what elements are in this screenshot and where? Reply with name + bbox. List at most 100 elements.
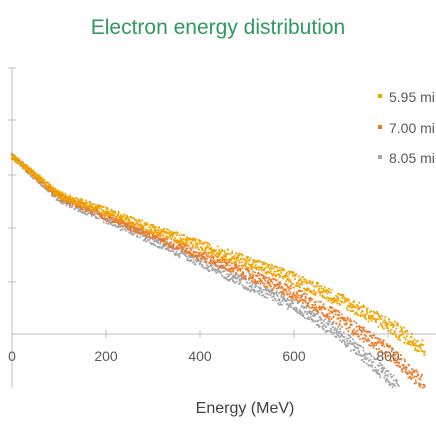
data-point <box>119 222 122 225</box>
data-point <box>78 200 80 203</box>
data-point <box>330 299 332 302</box>
data-point <box>205 241 208 244</box>
data-point <box>101 205 104 208</box>
data-point <box>54 195 56 198</box>
data-point <box>380 342 382 344</box>
data-point <box>189 247 192 250</box>
data-point <box>421 344 424 346</box>
data-point <box>383 367 386 369</box>
data-point <box>264 289 267 291</box>
data-point <box>397 338 400 340</box>
data-point <box>228 273 231 276</box>
data-point <box>270 292 273 294</box>
data-point <box>358 327 361 329</box>
data-point <box>246 281 249 284</box>
data-point <box>245 288 248 291</box>
data-point <box>358 351 361 353</box>
data-point <box>14 155 17 158</box>
data-point <box>124 222 127 225</box>
data-point <box>216 258 219 261</box>
data-point <box>372 346 375 349</box>
data-point <box>91 203 94 206</box>
data-point <box>338 323 341 325</box>
data-point <box>26 171 29 174</box>
data-point <box>194 241 197 244</box>
data-point <box>169 241 172 244</box>
data-point <box>64 202 67 205</box>
data-point <box>40 176 43 179</box>
data-point <box>114 212 117 215</box>
data-point <box>74 202 77 205</box>
data-point <box>18 159 21 162</box>
data-point <box>211 262 214 264</box>
data-point <box>37 181 40 183</box>
data-point <box>300 290 303 292</box>
data-point <box>203 241 206 244</box>
data-point <box>271 267 274 270</box>
data-point <box>337 317 340 320</box>
data-point <box>220 271 222 274</box>
data-point <box>299 309 301 311</box>
data-point <box>224 261 227 264</box>
data-point <box>166 247 169 249</box>
data-point <box>399 357 402 360</box>
data-point <box>383 319 386 321</box>
data-point <box>295 306 297 309</box>
data-point <box>50 191 53 194</box>
data-point <box>343 301 346 304</box>
data-point <box>172 231 174 234</box>
data-point <box>129 231 132 234</box>
data-point <box>240 273 243 275</box>
data-point <box>320 308 323 311</box>
data-point <box>69 195 72 198</box>
data-point <box>176 253 179 256</box>
data-point <box>197 248 200 251</box>
data-point <box>314 313 317 316</box>
data-point <box>20 163 23 166</box>
data-point <box>187 251 189 254</box>
data-point <box>122 224 125 227</box>
data-point <box>319 316 322 318</box>
data-point <box>346 309 349 311</box>
data-point <box>323 286 326 288</box>
data-point <box>106 208 109 210</box>
data-point <box>234 265 237 268</box>
data-point <box>330 310 333 313</box>
data-point <box>304 288 306 291</box>
data-point <box>233 254 236 257</box>
data-point <box>60 195 62 198</box>
data-point <box>357 346 360 349</box>
data-point <box>359 329 362 332</box>
data-point <box>306 287 309 290</box>
data-point <box>358 328 361 331</box>
data-point <box>170 237 173 240</box>
data-point <box>194 247 197 249</box>
data-point <box>142 225 145 228</box>
data-point <box>197 254 200 257</box>
data-point <box>263 282 266 285</box>
data-point <box>314 285 317 288</box>
data-point <box>384 316 387 318</box>
data-point <box>250 264 253 266</box>
data-point <box>342 316 344 319</box>
data-point <box>10 152 13 155</box>
data-point <box>159 238 162 240</box>
data-point <box>352 303 354 306</box>
data-point <box>322 314 325 317</box>
data-point <box>113 214 115 216</box>
data-point <box>163 238 166 241</box>
data-point <box>376 342 379 344</box>
data-point <box>362 349 365 352</box>
data-point <box>361 326 364 329</box>
data-point <box>310 318 313 320</box>
data-point <box>95 209 98 212</box>
data-point <box>326 292 329 295</box>
data-point <box>236 273 239 276</box>
data-point <box>112 219 115 222</box>
data-point <box>285 272 288 275</box>
data-point <box>128 228 130 231</box>
data-point <box>276 295 279 297</box>
data-point <box>142 239 145 242</box>
data-point <box>18 158 20 161</box>
data-point <box>309 310 312 312</box>
